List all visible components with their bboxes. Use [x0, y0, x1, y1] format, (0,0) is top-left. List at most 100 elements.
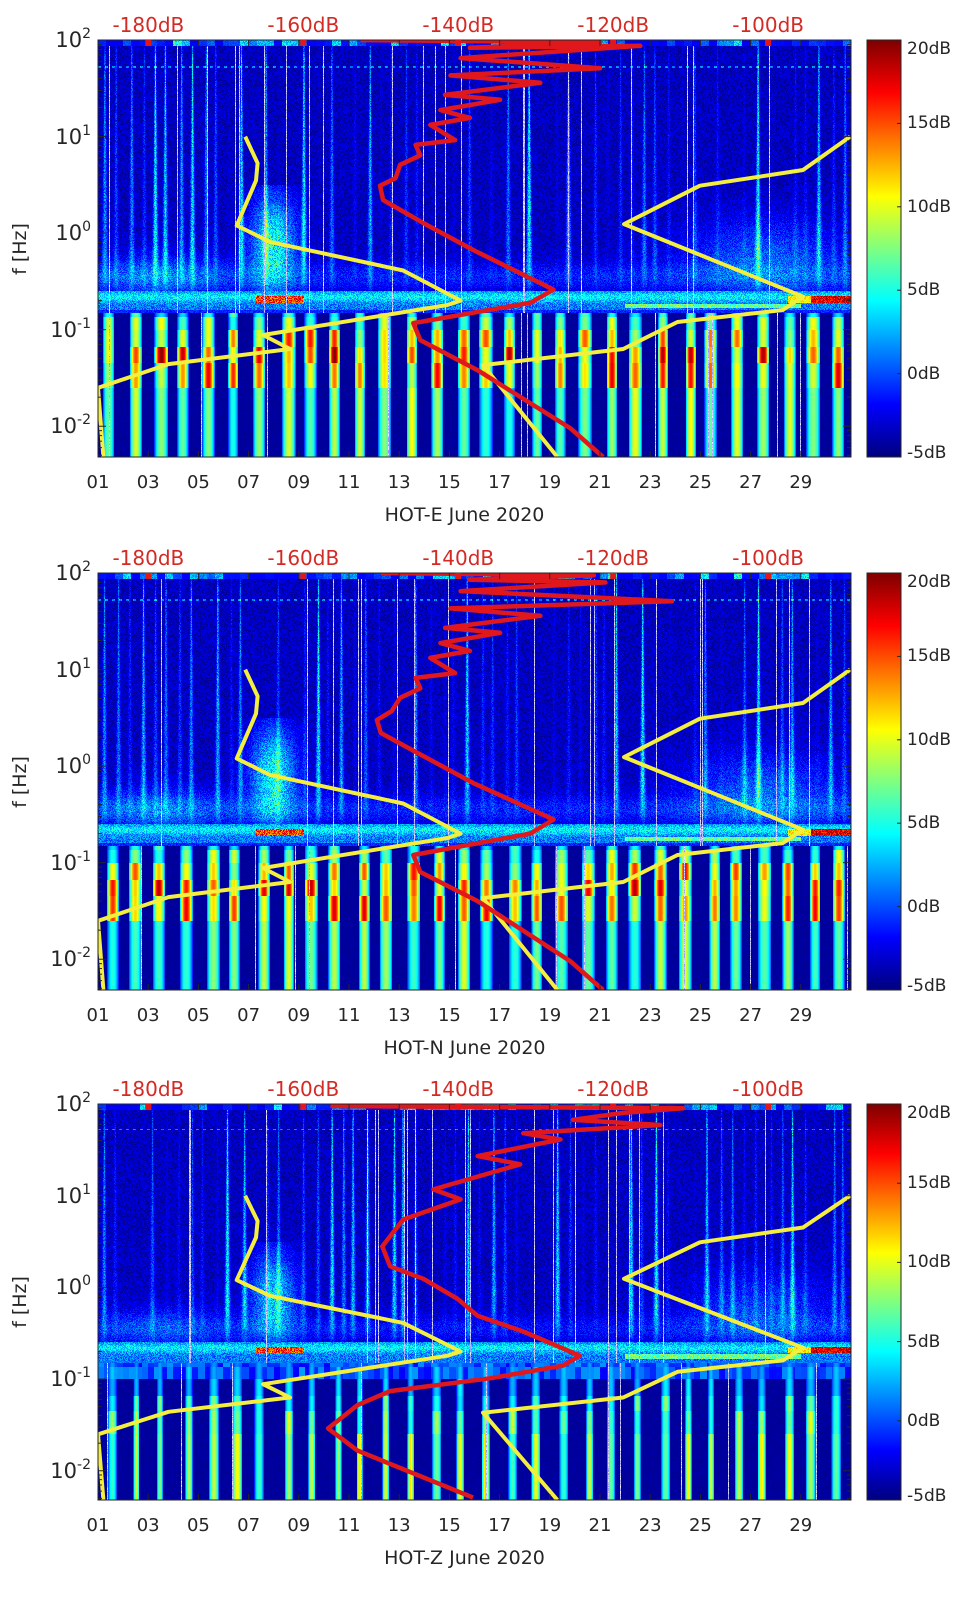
- x-tick-label: 29: [789, 472, 813, 493]
- colorbar: [867, 40, 901, 457]
- x-tick-label: 15: [437, 1515, 461, 1536]
- y-tick-base: 10: [50, 414, 78, 439]
- colorbar-frame: [866, 39, 902, 458]
- x-tick-label: 19: [538, 472, 562, 493]
- y-tick-label: 100: [0, 1273, 91, 1300]
- x-tick-label: 11: [337, 1005, 361, 1026]
- top-db-tick-mark: [610, 1104, 617, 1110]
- top-db-tick-label: -180dB: [112, 13, 185, 37]
- y-tick-exponent: -1: [77, 1365, 91, 1382]
- x-tick-label: 09: [287, 1005, 311, 1026]
- x-tick-label: 01: [86, 472, 110, 493]
- x-tick-label: 11: [337, 1515, 361, 1536]
- y-tick-base: 10: [55, 1092, 83, 1116]
- y-tick-exponent: 2: [82, 26, 91, 42]
- top-db-tick-label: -100dB: [732, 546, 804, 570]
- x-tick-label: 13: [387, 1515, 411, 1536]
- colorbar-tick-label: 0dB: [907, 363, 941, 384]
- x-axis-label: HOT-N June 2020: [383, 1037, 546, 1059]
- colorbar-tick-label: 10dB: [907, 729, 952, 750]
- x-tick-label: 27: [739, 472, 763, 493]
- top-db-tick-label: -120dB: [577, 13, 650, 37]
- x-tick-label: 11: [337, 472, 361, 493]
- colorbar-tick-label: 20dB: [907, 39, 952, 59]
- y-tick-base: 10: [55, 124, 83, 149]
- top-db-tick-mark: [765, 40, 772, 46]
- top-db-tick-mark: [610, 573, 617, 579]
- yellow-high-noise-curve: [481, 134, 851, 457]
- top-db-tick-mark: [455, 573, 462, 579]
- top-db-tick-mark: [300, 40, 307, 46]
- colorbar-frame: [866, 572, 902, 991]
- y-tick-exponent: 2: [82, 1090, 91, 1106]
- y-tick-label: 10-1: [0, 317, 91, 341]
- red-noise-curve: [325, 1104, 686, 1500]
- x-tick-label: 27: [739, 1005, 763, 1026]
- y-tick-exponent: 1: [82, 655, 91, 672]
- top-db-tick-label: -160dB: [267, 546, 340, 570]
- y-tick-label: 10-2: [0, 1458, 91, 1482]
- x-tick-label: 13: [387, 1005, 411, 1026]
- y-tick-base: 10: [55, 221, 83, 246]
- x-tick-label: 07: [237, 1005, 261, 1026]
- spectrogram-heatmap: [98, 1104, 851, 1500]
- y-tick-label: 101: [0, 1183, 91, 1207]
- x-tick-label: 17: [488, 472, 512, 493]
- x-tick-label: 07: [237, 472, 261, 493]
- y-tick-base: 10: [55, 1275, 83, 1300]
- y-tick-exponent: 0: [82, 1273, 91, 1290]
- x-tick-label: 29: [789, 1005, 813, 1026]
- colorbar-tick-label: 0dB: [907, 896, 941, 917]
- y-tick-exponent: 0: [82, 752, 91, 769]
- x-tick-label: 09: [287, 1515, 311, 1536]
- colorbar: [867, 573, 901, 990]
- x-tick-label: 23: [638, 1515, 662, 1536]
- colorbar-tick-label: 15dB: [907, 646, 952, 667]
- y-tick-label: 102: [0, 1090, 91, 1116]
- colorbar-tick-label: 15dB: [907, 113, 952, 134]
- colorbar-tick-label: 5dB: [907, 1331, 941, 1352]
- colorbar-tick-label: -5dB: [907, 443, 947, 463]
- top-db-tick-label: -160dB: [267, 13, 340, 37]
- top-db-tick-label: -180dB: [112, 546, 185, 570]
- y-tick-label: 101: [0, 655, 91, 681]
- x-tick-label: 05: [186, 472, 210, 493]
- red-noise-curve: [374, 573, 675, 990]
- y-tick-label: 101: [0, 124, 91, 149]
- x-tick-label: 29: [789, 1515, 813, 1536]
- top-db-tick-label: -160dB: [267, 1077, 340, 1101]
- y-tick-base: 10: [55, 28, 83, 52]
- y-tick-label: 100: [0, 752, 91, 777]
- top-db-tick-mark: [765, 1104, 772, 1110]
- top-db-tick-mark: [300, 1104, 307, 1110]
- colorbar: [867, 1104, 901, 1500]
- plot-frame: [97, 1103, 852, 1501]
- y-tick-label: 102: [0, 560, 91, 585]
- top-db-tick-mark: [765, 573, 772, 579]
- x-tick-label: 19: [538, 1005, 562, 1026]
- yellow-low-noise-curve: [98, 668, 463, 990]
- colorbar-tick-label: -5dB: [907, 976, 947, 996]
- y-tick-base: 10: [50, 850, 78, 875]
- x-tick-label: 09: [287, 472, 311, 493]
- x-tick-label: 15: [437, 472, 461, 493]
- x-tick-label: 23: [638, 472, 662, 493]
- x-tick-label: 25: [688, 1515, 712, 1536]
- colorbar-frame: [866, 1103, 902, 1501]
- top-db-tick-mark: [455, 1104, 462, 1110]
- x-axis-label: HOT-E June 2020: [384, 504, 545, 526]
- x-tick-label: 17: [488, 1515, 512, 1536]
- yellow-high-noise-curve: [481, 1194, 851, 1500]
- y-tick-label: 10-1: [0, 850, 91, 875]
- colorbar-tick-label: 5dB: [907, 280, 941, 301]
- top-db-tick-label: -140dB: [422, 546, 495, 570]
- x-tick-label: 21: [588, 1515, 612, 1536]
- y-tick-base: 10: [50, 947, 78, 972]
- y-tick-base: 10: [55, 561, 83, 585]
- red-noise-curve: [360, 40, 643, 457]
- x-axis-label: HOT-Z June 2020: [384, 1547, 545, 1569]
- x-tick-label: 05: [186, 1005, 210, 1026]
- colorbar-tick-label: 10dB: [907, 1252, 952, 1273]
